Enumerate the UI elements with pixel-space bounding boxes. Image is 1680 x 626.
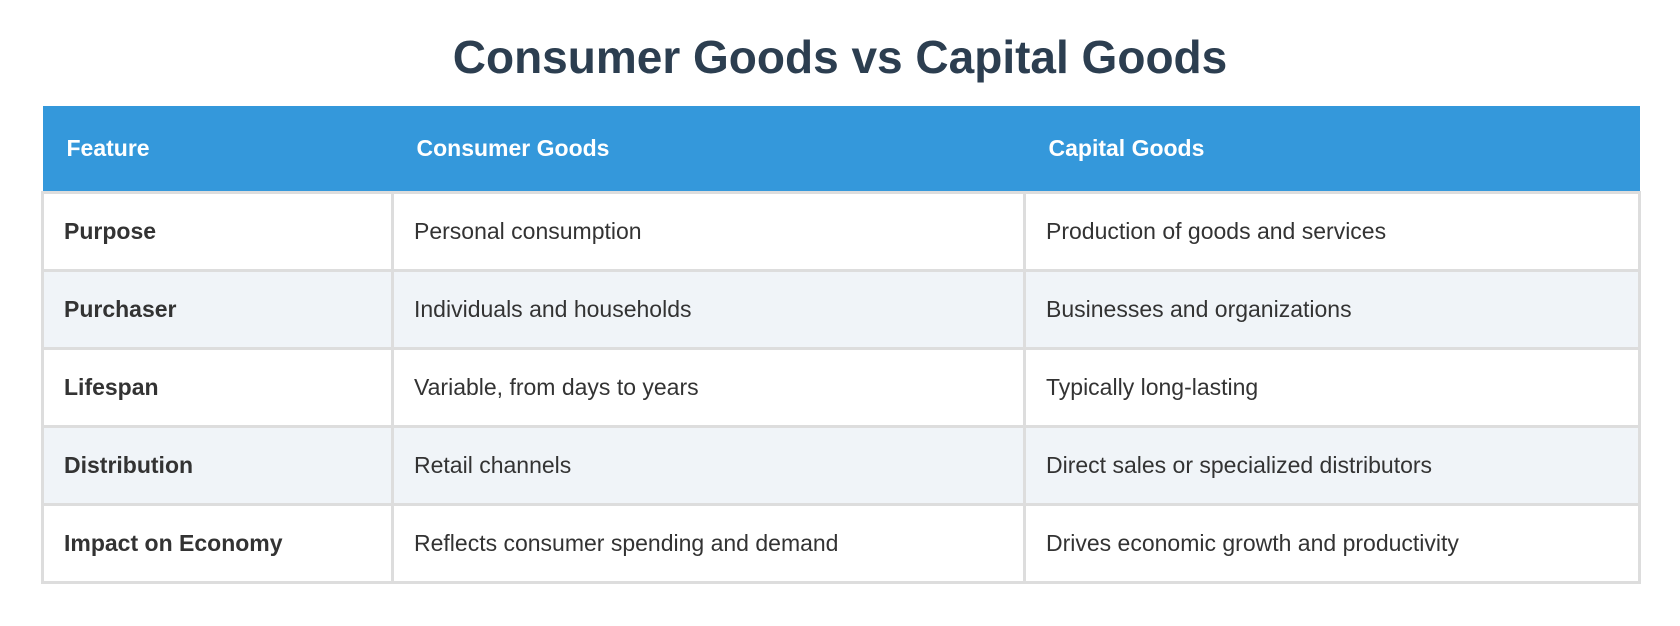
feature-cell: Purpose — [41, 190, 394, 272]
table-cell: Reflects consumer spending and demand — [391, 502, 1026, 584]
table-cell: Individuals and households — [391, 268, 1026, 350]
table-row: Purchaser Individuals and households Busin… — [41, 268, 1641, 350]
table-row: Impact on Economy Reflects consumer spend… — [41, 502, 1641, 584]
table-cell: Retail channels — [391, 424, 1026, 506]
feature-cell: Purchaser — [41, 268, 394, 350]
table-cell: Production of goods and services — [1023, 190, 1641, 272]
table-row: Purpose Personal consumption Production of… — [41, 190, 1641, 272]
table-cell: Businesses and organizations — [1023, 268, 1641, 350]
header-row: Feature Consumer Goods Capital Goods — [42, 106, 1640, 192]
comparison-table: Feature Consumer Goods Capital Goods Purpo… — [41, 106, 1641, 584]
table-body: Purpose Personal consumption Production of… — [41, 190, 1641, 584]
table-cell: Drives economic growth and productivity — [1023, 502, 1641, 584]
feature-cell: Lifespan — [41, 346, 394, 428]
feature-cell: Distribution — [41, 424, 394, 506]
table-row: Distribution Retail channels Direct sales … — [41, 424, 1641, 506]
table-cell: Personal consumption — [391, 190, 1026, 272]
table-cell: Variable, from days to years — [391, 346, 1026, 428]
feature-cell: Impact on Economy — [41, 502, 394, 584]
header-cell: Consumer Goods — [392, 106, 1025, 192]
page-title: Consumer Goods vs Capital Goods — [452, 31, 1228, 83]
header-cell: Capital Goods — [1024, 106, 1640, 192]
table-cell: Typically long-lasting — [1023, 346, 1641, 428]
table-cell: Direct sales or specialized distributors — [1023, 424, 1641, 506]
header-cell: Feature — [42, 106, 393, 192]
table-row: Lifespan Variable, from days to years Typi… — [41, 346, 1641, 428]
